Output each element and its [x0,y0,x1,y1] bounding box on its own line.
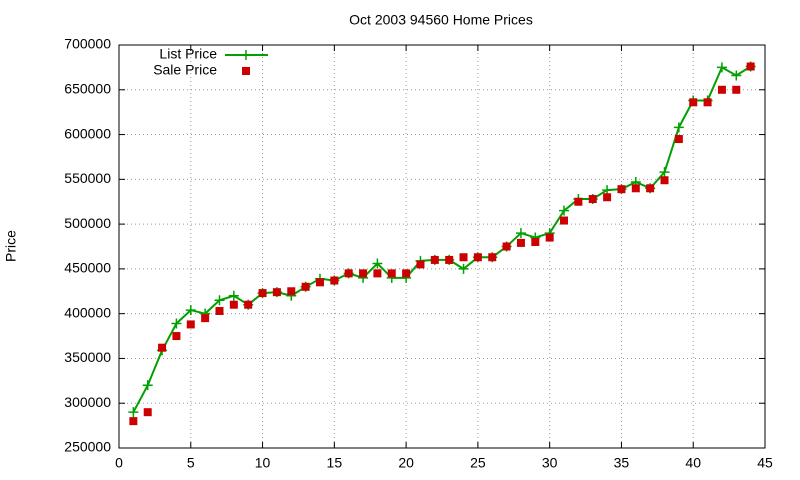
point-marker [574,197,583,206]
point-marker [372,258,383,269]
x-tick-label: 20 [398,455,414,471]
x-tick-label: 25 [470,455,486,471]
point-marker [201,314,210,323]
y-tick-label: 550000 [64,170,111,186]
point-marker [459,253,468,262]
chart-title: Oct 2003 94560 Home Prices [349,12,533,28]
point-marker [531,238,540,247]
point-marker [545,233,554,242]
line [132,65,752,413]
point-marker [344,269,353,278]
point-marker [158,343,167,352]
y-tick-label: 500000 [64,215,111,231]
point-marker [445,255,454,264]
y-tick-label: 250000 [64,439,111,455]
point-marker [171,318,182,329]
point-marker [287,287,296,296]
point-marker [703,98,712,107]
point-marker [488,253,497,262]
x-tick-label: 10 [255,455,271,471]
x-tick-label: 30 [542,455,558,471]
y-tick-label: 600000 [64,125,111,141]
point-marker [258,289,267,298]
point-marker [659,167,670,178]
point-marker [660,176,669,185]
point-marker [746,62,755,71]
legend-label: List Price [159,46,217,62]
point-marker [229,300,238,309]
y-tick-label: 450000 [64,260,111,276]
x-tick-label: 45 [757,455,773,471]
point-marker [185,305,196,316]
point-marker [315,278,324,287]
point-marker [716,62,727,73]
point-marker [516,238,525,247]
point-marker [473,253,482,262]
point-marker [673,122,684,133]
point-marker [186,320,195,329]
point-marker [128,407,139,418]
x-tick-label: 35 [614,455,630,471]
point-marker [359,269,368,278]
point-marker [330,276,339,285]
point-marker [631,184,640,193]
point-marker [646,184,655,193]
point-marker [373,269,382,278]
x-tick-label: 40 [685,455,701,471]
point-marker [387,269,396,278]
point-marker [674,135,683,144]
point-marker [603,193,612,202]
point-marker [172,332,181,341]
y-tick-label: 300000 [64,394,111,410]
x-tick-label: 15 [327,455,343,471]
y-tick-label: 400000 [64,304,111,320]
point-marker [301,282,310,291]
point-marker [272,288,281,297]
point-marker [458,263,469,274]
point-marker [142,380,153,391]
legend-swatch [242,67,250,75]
legend-swatch [241,50,251,60]
point-marker [717,85,726,94]
point-marker [731,70,742,81]
point-marker [732,85,741,94]
point-marker [244,300,253,309]
legend-label: Sale Price [153,62,217,78]
point-marker [502,242,511,251]
point-marker [559,205,570,216]
x-tick-label: 5 [187,455,195,471]
point-marker [129,417,138,426]
point-marker [402,269,411,278]
point-marker [689,98,698,107]
x-tick-label: 0 [115,455,123,471]
point-marker [228,290,239,301]
y-axis-label: Price [3,230,19,262]
plot-frame [118,44,766,449]
point-marker [430,255,439,264]
y-tick-label: 350000 [64,349,111,365]
y-tick-label: 650000 [64,80,111,96]
point-marker [617,185,626,194]
point-marker [515,228,526,239]
point-marker [143,408,152,417]
point-marker [214,295,225,306]
y-tick-label: 700000 [64,36,111,52]
point-marker [588,195,597,204]
point-marker [416,260,425,269]
point-marker [560,216,569,225]
point-marker [215,306,224,315]
